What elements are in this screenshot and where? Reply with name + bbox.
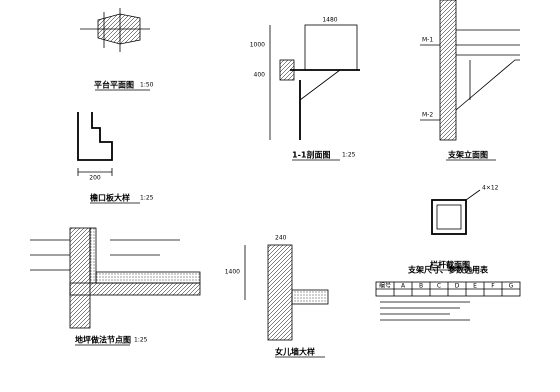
table-title: 支架尺寸、参数选用表 (407, 265, 489, 275)
parameter-table: 支架尺寸、参数选用表 编号 A B C D E F G (375, 265, 521, 321)
label: M-1 (422, 37, 433, 44)
table-header: E (473, 283, 477, 290)
rail-section: 4×12 栏杆截面图 (430, 185, 499, 271)
title: 栏杆截面图 (430, 260, 470, 270)
label: 4×12 (482, 185, 499, 192)
title: 檐口板大样 (90, 193, 130, 203)
platform-plan: 平台平面图 1:50 (80, 8, 154, 91)
table-header: A (401, 283, 406, 290)
title: 平台平面图 (94, 80, 134, 90)
bracket-elevation: M-1 M-2 支架立面图 (420, 0, 520, 161)
table-header: F (491, 283, 495, 290)
title: 1-1剖面图 (292, 150, 330, 160)
dimension: 1400 (225, 269, 240, 276)
dimension: 200 (89, 175, 101, 182)
table-header: 编号 (379, 282, 391, 290)
parapet-detail: 240 1400 女儿墙大样 (225, 235, 329, 358)
scale: 1:25 (140, 195, 154, 202)
scale: 1:25 (134, 337, 148, 344)
title: 女儿墙大样 (275, 347, 315, 357)
dimension: 1480 (322, 17, 337, 24)
label: M-2 (422, 112, 433, 119)
title: 支架立面图 (447, 150, 488, 160)
floor-detail: 地坪做法节点图 1:25 (30, 227, 201, 346)
dimension: 400 (254, 72, 266, 79)
scale: 1:25 (342, 152, 356, 159)
table-header: B (419, 283, 423, 290)
dimension: 1000 (250, 42, 265, 49)
section-1-1: 1000 400 1480 1-1剖面图 1:25 (250, 17, 360, 161)
scale: 1:50 (140, 82, 154, 89)
dimension: 240 (275, 235, 287, 242)
eave-detail: 200 檐口板大样 1:25 (77, 112, 154, 204)
table-header: C (437, 283, 441, 290)
table-header: D (455, 283, 460, 290)
title: 地坪做法节点图 (75, 335, 131, 345)
table-header: G (509, 283, 514, 290)
